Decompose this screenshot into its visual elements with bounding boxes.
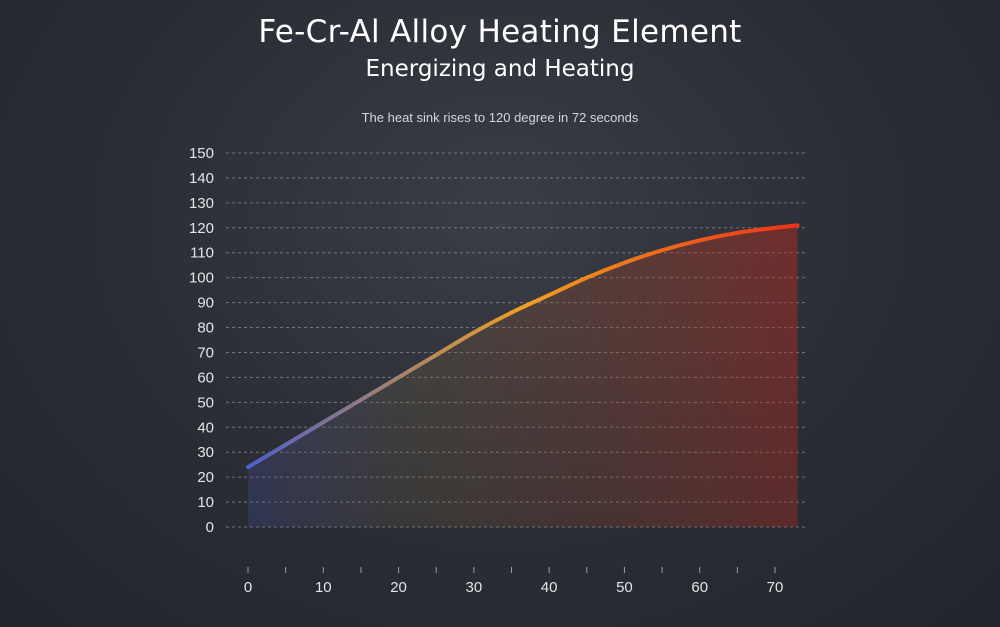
y-tick-label-110: 110 bbox=[190, 245, 214, 262]
x-tick-label-70: 70 bbox=[767, 579, 784, 596]
x-axis: 0 10 20 30 40 50 60 70 bbox=[244, 567, 784, 596]
x-tick-label-50: 50 bbox=[616, 579, 633, 596]
y-tick-label-0: 0 bbox=[206, 519, 214, 536]
y-tick-label-40: 40 bbox=[197, 419, 214, 436]
series-line bbox=[246, 223, 800, 470]
x-tick-label-20: 20 bbox=[390, 579, 407, 596]
curve-layer bbox=[246, 223, 800, 470]
y-axis: 0 10 20 30 40 50 60 70 80 90 100 110 120 130 140 150 bbox=[189, 145, 214, 536]
y-tick-label-100: 100 bbox=[189, 270, 214, 287]
y-tick-label-60: 60 bbox=[197, 369, 214, 386]
y-tick-label-30: 30 bbox=[197, 444, 214, 461]
y-tick-label-90: 90 bbox=[197, 295, 214, 312]
y-tick-label-10: 10 bbox=[197, 494, 214, 511]
chart-title: Fe-Cr-Al Alloy Heating Element bbox=[258, 14, 742, 50]
x-tick-label-60: 60 bbox=[691, 579, 708, 596]
y-tick-label-20: 20 bbox=[197, 469, 214, 486]
area-fill bbox=[248, 225, 798, 527]
x-tick-label-40: 40 bbox=[541, 579, 558, 596]
x-tick-label-10: 10 bbox=[315, 579, 332, 596]
x-tick-label-0: 0 bbox=[244, 579, 252, 596]
y-tick-label-50: 50 bbox=[197, 394, 214, 411]
x-tick-label-30: 30 bbox=[466, 579, 483, 596]
chart-subtitle: Energizing and Heating bbox=[365, 56, 635, 82]
chart-caption: The heat sink rises to 120 degree in 72 … bbox=[361, 110, 639, 125]
y-tick-label-70: 70 bbox=[197, 344, 214, 361]
y-tick-label-80: 80 bbox=[197, 320, 214, 337]
y-tick-label-140: 140 bbox=[189, 170, 214, 187]
y-tick-label-150: 150 bbox=[189, 145, 214, 162]
y-tick-label-130: 130 bbox=[189, 195, 214, 212]
y-tick-label-120: 120 bbox=[189, 220, 214, 237]
area-layer bbox=[248, 225, 798, 527]
